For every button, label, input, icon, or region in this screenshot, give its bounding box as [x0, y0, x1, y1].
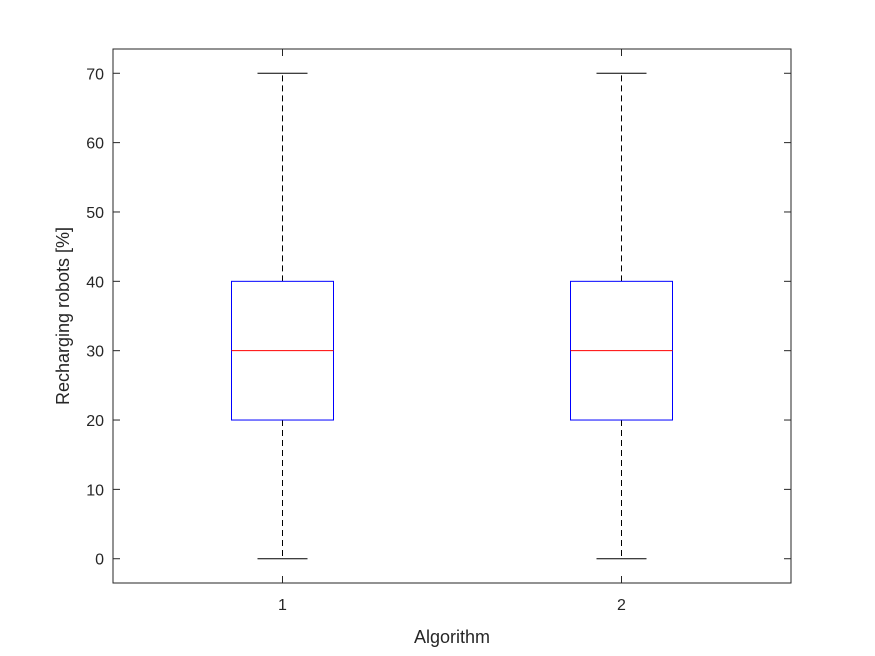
- y-tick-label: 20: [86, 413, 104, 430]
- box-group-2: [570, 72, 673, 560]
- y-tick-label: 50: [86, 205, 104, 222]
- y-tick-label: 60: [86, 136, 104, 153]
- y-tick-label: 40: [86, 274, 104, 291]
- x-axis-label: Algorithm: [414, 627, 490, 647]
- y-axis-label: Recharging robots [%]: [53, 227, 73, 405]
- x-tick-label: 1: [278, 597, 287, 614]
- y-tick-label: 70: [86, 66, 104, 83]
- x-tick-label: 2: [617, 597, 626, 614]
- plot-content: [231, 72, 673, 560]
- box-group-1: [231, 72, 334, 560]
- y-tick-label: 30: [86, 344, 104, 361]
- axis-ticks: 0 10 20 30 40 50 60 70 1 2: [86, 49, 791, 614]
- y-tick-label: 0: [95, 552, 104, 569]
- y-tick-label: 10: [86, 482, 104, 499]
- axes-frame: [112, 48, 792, 584]
